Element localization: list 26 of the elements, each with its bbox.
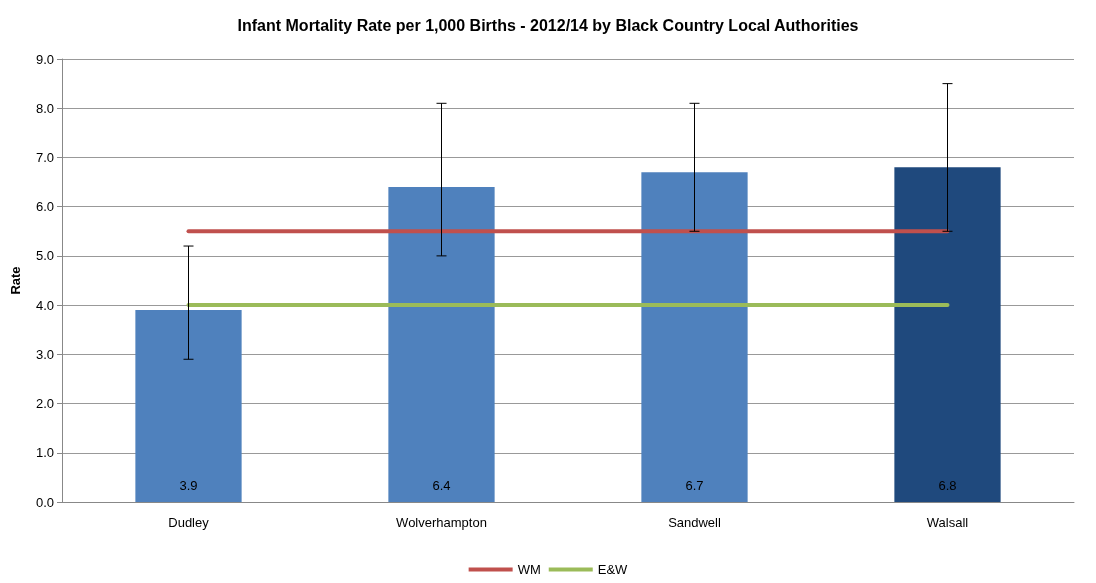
y-tick-label: 4.0 (35, 297, 54, 313)
x-tick-label: Dudley (168, 515, 210, 530)
y-tick-label: 7.0 (35, 149, 54, 165)
bar (135, 310, 242, 502)
data-label: 6.8 (938, 478, 957, 493)
y-tick-label: 9.0 (35, 51, 54, 67)
data-label: 6.7 (685, 478, 704, 493)
x-tick-label: Wolverhampton (396, 515, 487, 530)
y-tick-label: 0.0 (35, 494, 54, 510)
y-tick-label: 8.0 (35, 100, 54, 116)
x-tick-label: Sandwell (668, 515, 721, 530)
bar (894, 167, 1001, 502)
legend-label: WM (517, 562, 541, 577)
y-axis-title: Rate (8, 266, 23, 295)
legend-label: E&W (597, 562, 629, 577)
y-tick-label: 1.0 (35, 445, 54, 461)
y-tick-label: 2.0 (35, 396, 54, 412)
bar (641, 172, 748, 502)
data-label: 6.4 (432, 478, 451, 493)
y-tick-label: 3.0 (35, 346, 54, 362)
x-tick-label: Walsall (926, 515, 969, 530)
y-tick-label: 6.0 (35, 199, 54, 215)
data-label: 3.9 (179, 478, 198, 493)
chart-title: Infant Mortality Rate per 1,000 Births - 2012/14 by Black Country Local Authorities (237, 16, 859, 34)
bar (388, 186, 495, 502)
y-tick-label: 5.0 (35, 248, 54, 264)
